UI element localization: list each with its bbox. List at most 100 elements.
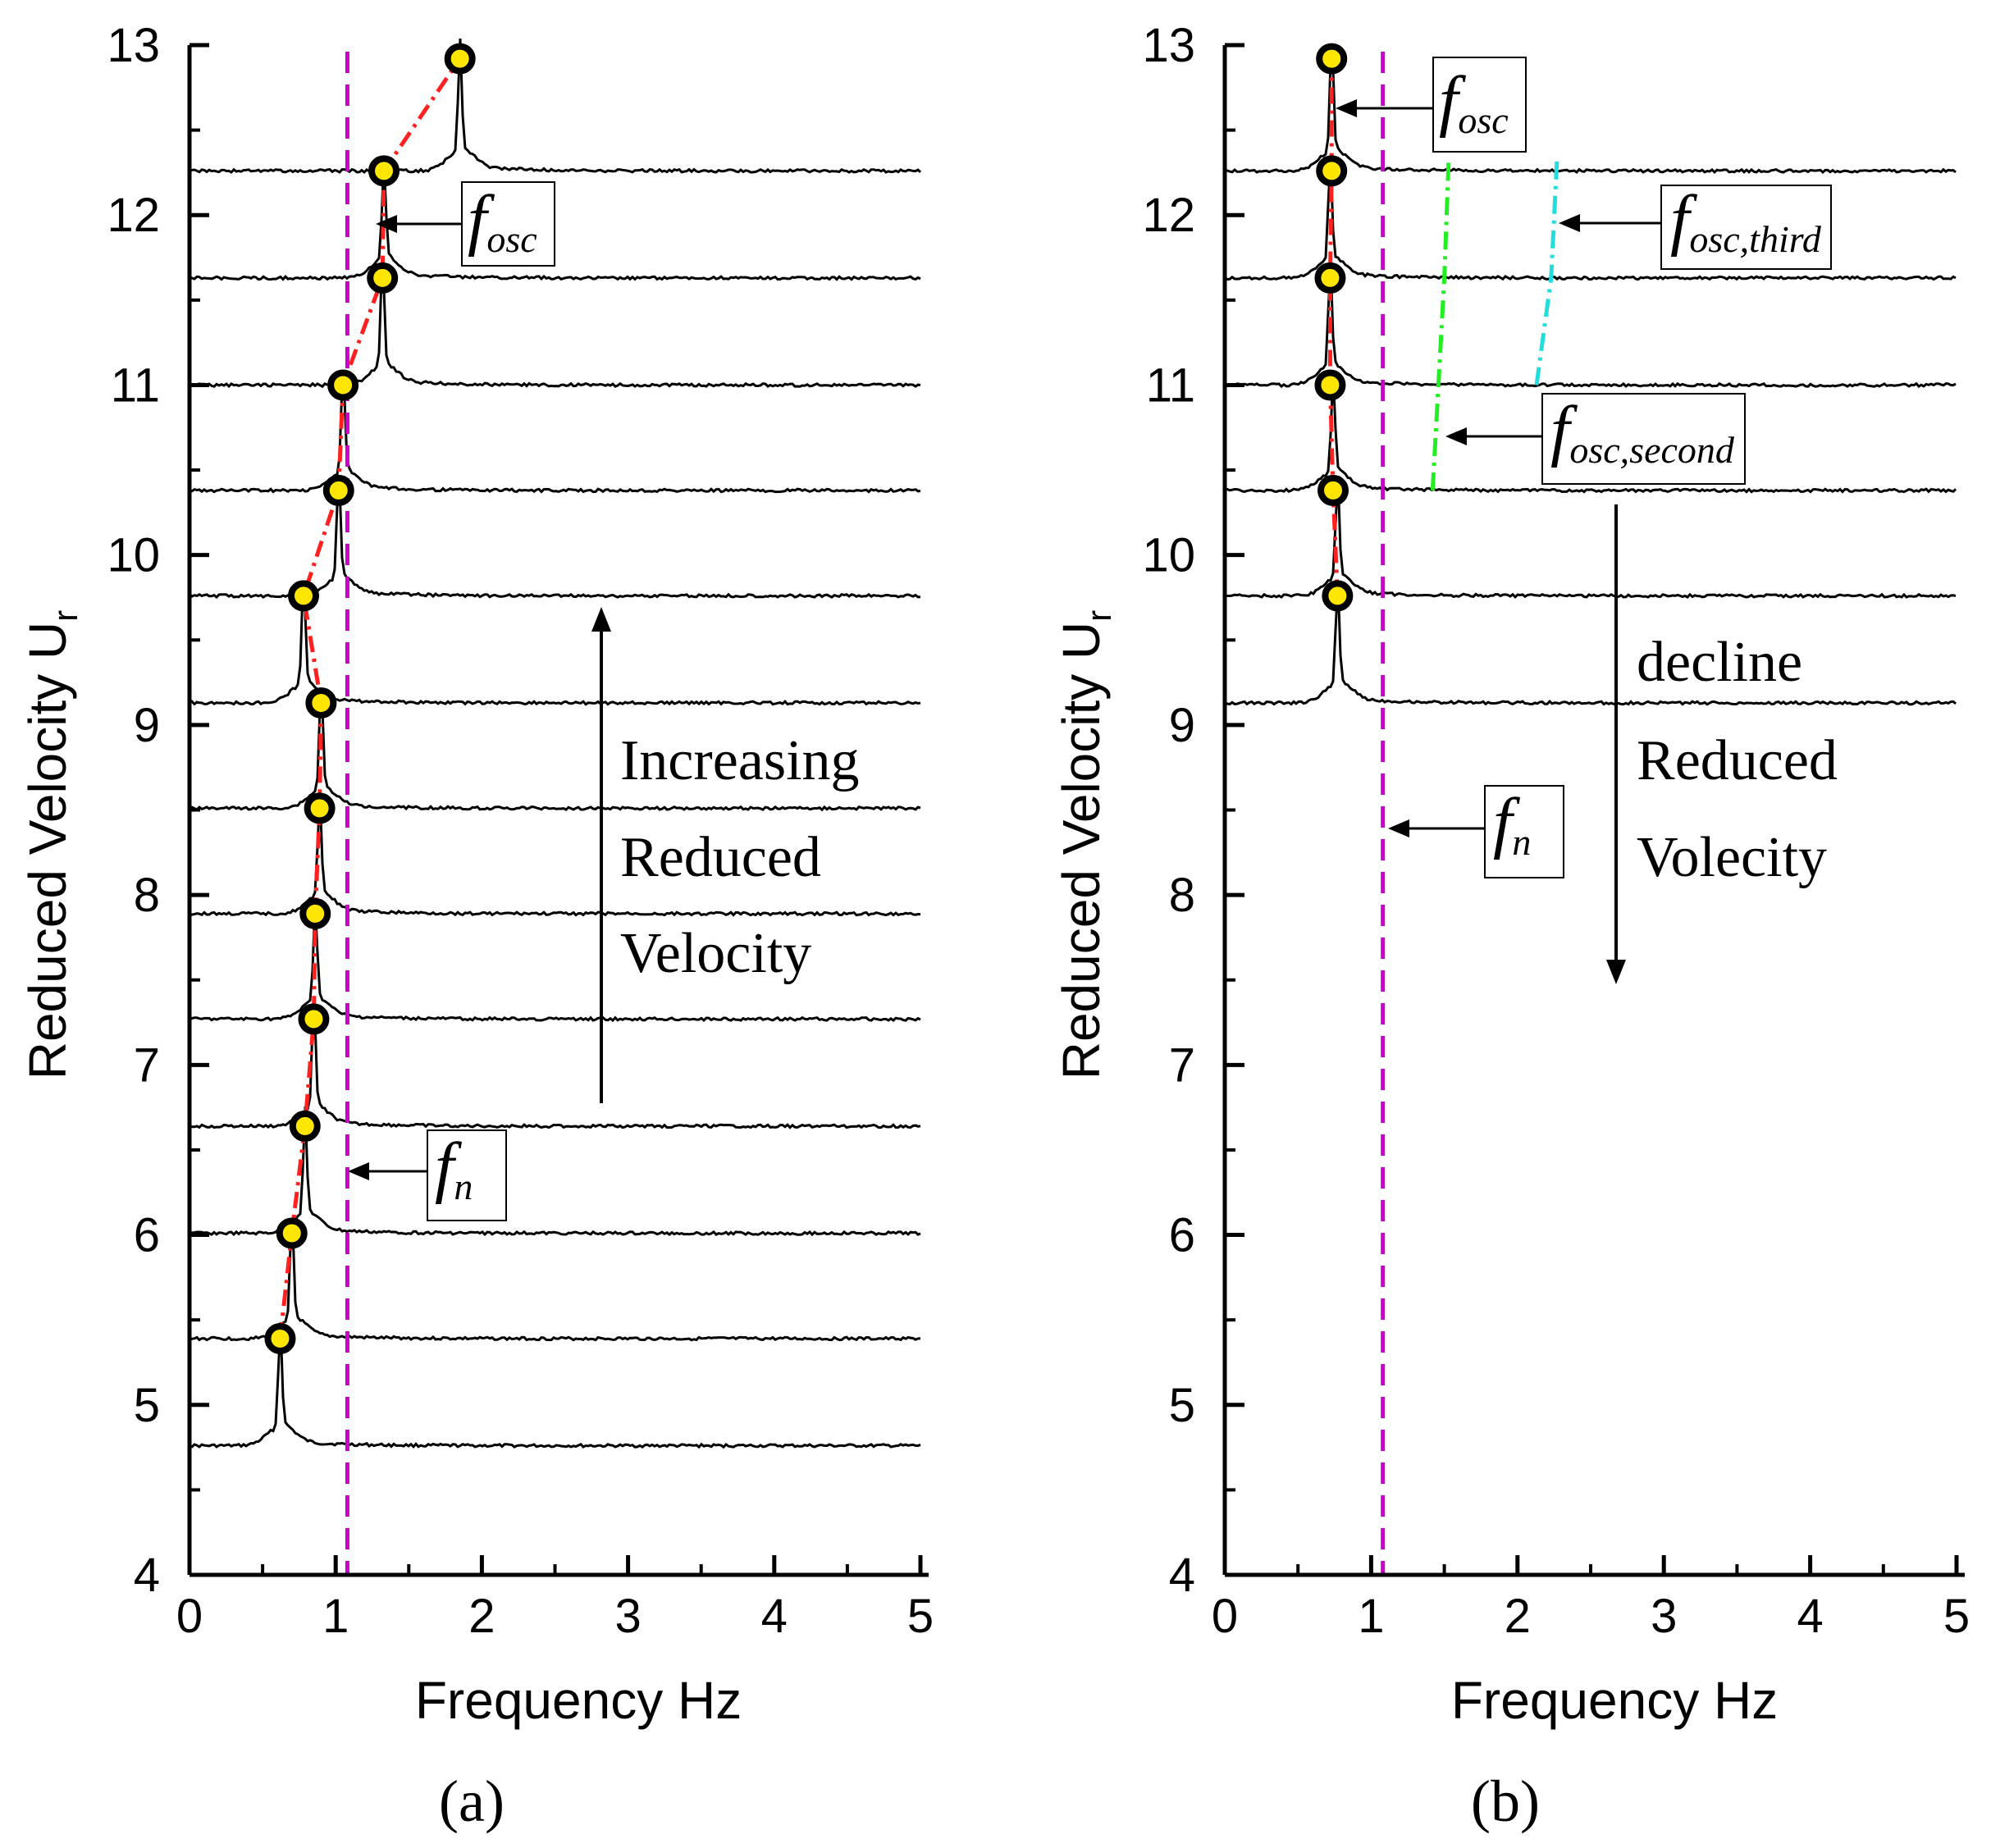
trend-group xyxy=(1327,58,1340,596)
spectrum-line xyxy=(189,792,921,917)
x-tick-label: 3 xyxy=(1651,1590,1677,1643)
y-tick-label: 5 xyxy=(134,1379,160,1432)
x-axis-title: Frequency Hz xyxy=(1451,1671,1778,1730)
x-axis-title: Frequency Hz xyxy=(415,1671,742,1730)
x-tick-label: 4 xyxy=(1797,1590,1823,1643)
x-tick-label: 1 xyxy=(1358,1590,1384,1643)
spectra-group xyxy=(1224,61,1957,706)
fosc-second-label-box xyxy=(1541,393,1746,485)
y-tick-label: 4 xyxy=(1169,1549,1195,1602)
fosc-label-box xyxy=(1432,57,1527,153)
arrow-text-line-3: Volecity xyxy=(1637,826,1827,889)
x-tick-label: 3 xyxy=(614,1590,641,1643)
spectrum-line xyxy=(189,591,921,706)
fn-pointer-arrowhead-icon xyxy=(348,1162,369,1180)
spectrum-line xyxy=(189,39,922,175)
spectrum-line xyxy=(1224,476,1957,600)
y-tick-label: 5 xyxy=(1169,1379,1195,1432)
y-tick-label: 12 xyxy=(107,189,160,242)
y-axis-title: Reduced Velocity Ur xyxy=(1052,610,1118,1080)
spectrum-line xyxy=(189,486,921,600)
marker-group xyxy=(1314,43,1354,612)
marker-group xyxy=(264,43,476,1354)
peak-marker xyxy=(264,1322,296,1354)
spectrum-line xyxy=(189,157,921,281)
fosc-second-label: fosc,second xyxy=(1550,392,1735,471)
spectrum-line xyxy=(1224,372,1957,494)
spectrum-line xyxy=(189,1322,921,1449)
peak-marker xyxy=(444,43,476,75)
peak-marker xyxy=(1314,369,1346,401)
peak-marker xyxy=(327,369,359,401)
y-tick-label: 11 xyxy=(111,358,160,412)
spectrum-line xyxy=(189,901,921,1023)
y-axis-title: Reduced Velocity Ur xyxy=(18,610,84,1080)
third-harmonic-trend xyxy=(1534,158,1559,386)
y-tick-label: 6 xyxy=(134,1209,160,1262)
x-tick-label: 2 xyxy=(1505,1590,1531,1643)
y-axis-title-main: Reduced Velocity U xyxy=(1052,622,1111,1080)
spectrum-line xyxy=(189,707,921,812)
peak-marker xyxy=(1314,262,1346,294)
x-tick-label: 4 xyxy=(761,1590,788,1643)
fn-label: fn xyxy=(1493,784,1531,863)
spectrum-line xyxy=(1224,581,1957,706)
x-tick-label: 5 xyxy=(1943,1590,1970,1643)
y-tick-label: 13 xyxy=(107,19,160,72)
fn-pointer-arrowhead-icon xyxy=(1388,819,1409,837)
arrow-text-line-1: decline xyxy=(1637,631,1802,694)
panel-label: (b) xyxy=(1471,1768,1540,1834)
y-tick-label: 8 xyxy=(134,869,160,922)
peak-marker xyxy=(276,1217,308,1249)
arrow-text-line-3: Velocity xyxy=(620,922,811,985)
peak-marker xyxy=(1316,43,1348,75)
fosc-third-pointer-arrowhead-icon xyxy=(1559,214,1580,232)
y-axis-title-sub: r xyxy=(46,610,84,622)
decline-arrowhead-icon xyxy=(1606,960,1626,984)
x-tick-label: 0 xyxy=(1212,1590,1238,1643)
fosc-trend-line xyxy=(1327,58,1340,596)
panel-label: (a) xyxy=(439,1768,505,1834)
spectrum-line xyxy=(189,384,921,494)
fosc-second-pointer-arrowhead-icon xyxy=(1445,427,1467,445)
x-tick-label: 0 xyxy=(176,1590,203,1643)
fosc-pointer-arrowhead-icon xyxy=(376,215,397,233)
spectrum-line xyxy=(189,1230,921,1342)
fosc-label: fosc xyxy=(468,181,537,260)
arrow-text-line-2: Reduced xyxy=(620,826,821,889)
spectrum-line xyxy=(1224,61,1957,175)
harmonic-group xyxy=(1430,158,1559,491)
y-tick-label: 9 xyxy=(1169,699,1195,752)
spectra-group xyxy=(189,39,922,1449)
increase-arrowhead-icon xyxy=(591,607,611,632)
fosc-third-label: fosc,third xyxy=(1670,181,1822,260)
second-harmonic-trend xyxy=(1430,158,1451,491)
fosc-pointer-arrowhead-icon xyxy=(1336,99,1357,117)
y-tick-label: 13 xyxy=(1142,19,1195,72)
y-axis-title-sub: r xyxy=(1080,610,1118,622)
spectrum-line xyxy=(189,1020,921,1129)
x-tick-label: 5 xyxy=(907,1590,934,1643)
y-tick-label: 9 xyxy=(134,699,160,752)
peak-marker xyxy=(305,687,337,719)
y-tick-label: 10 xyxy=(107,529,160,582)
arrow-text-line-1: Increasing xyxy=(620,729,860,792)
x-tick-label: 2 xyxy=(468,1590,495,1643)
y-tick-label: 6 xyxy=(1169,1209,1195,1262)
peak-marker xyxy=(367,262,399,294)
y-tick-label: 10 xyxy=(1142,529,1195,582)
peak-marker xyxy=(1316,155,1348,187)
y-tick-label: 12 xyxy=(1142,189,1195,242)
peak-marker xyxy=(322,474,354,506)
fn-label-box xyxy=(1484,785,1564,878)
spectrum-line xyxy=(189,277,921,389)
y-tick-label: 7 xyxy=(1169,1038,1195,1092)
peak-marker xyxy=(368,155,400,187)
arrow-text-line-2: Reduced xyxy=(1637,729,1838,792)
x-tick-label: 1 xyxy=(322,1590,349,1643)
peak-marker xyxy=(289,1110,321,1142)
